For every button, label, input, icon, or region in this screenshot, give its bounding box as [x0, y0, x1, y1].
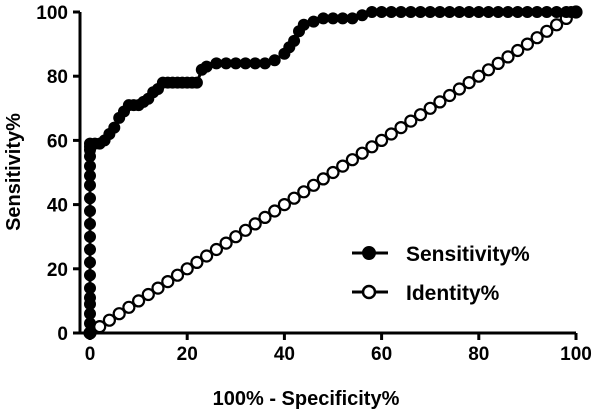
identity-point — [258, 210, 272, 224]
identity-point — [248, 217, 262, 231]
identity-point — [161, 275, 175, 289]
identity-point — [345, 153, 359, 167]
sensitivity-point — [84, 205, 96, 217]
identity-point — [384, 127, 398, 141]
x-tick-label: 40 — [274, 344, 295, 365]
sensitivity-point — [288, 34, 301, 47]
sensitivity-point — [84, 243, 96, 256]
x-axis-ticks: 0 20 40 60 80 100 — [85, 333, 592, 365]
y-tick-label: 60 — [47, 131, 68, 152]
legend-item-sensitivity: Sensitivity% — [352, 243, 530, 266]
x-tick-label: 100 — [560, 344, 592, 365]
identity-point — [530, 31, 544, 45]
identity-point — [404, 114, 418, 128]
sensitivity-point — [84, 256, 96, 269]
sensitivity-point — [190, 76, 203, 89]
legend-sensitivity-label: Sensitivity% — [406, 243, 530, 266]
identity-point — [112, 307, 126, 321]
axes: 0 20 40 60 80 100 0 20 40 60 80 100 — [36, 3, 592, 365]
sensitivity-series — [84, 6, 582, 339]
identity-point — [229, 230, 243, 244]
identity-point — [297, 185, 311, 199]
plot-area — [83, 5, 583, 340]
identity-point — [462, 75, 476, 90]
y-tick-label: 0 — [57, 324, 68, 345]
identity-point — [443, 88, 457, 103]
identity-point — [141, 287, 155, 302]
identity-point — [549, 18, 564, 32]
identity-point — [520, 37, 535, 51]
identity-point — [336, 159, 350, 173]
legend-sensitivity-marker — [362, 246, 376, 260]
y-tick-label: 80 — [47, 67, 68, 88]
identity-point — [209, 242, 223, 257]
identity-point — [238, 223, 253, 237]
sensitivity-point — [84, 192, 96, 205]
x-tick-label: 80 — [468, 344, 489, 365]
identity-point — [365, 140, 379, 154]
identity-point — [481, 63, 496, 77]
y-tick-label: 40 — [47, 196, 68, 217]
identity-point — [472, 69, 486, 83]
y-tick-label: 20 — [47, 260, 68, 281]
x-tick-label: 0 — [85, 344, 96, 365]
identity-point — [540, 24, 554, 38]
legend-identity-label: Identity% — [406, 282, 500, 305]
sensitivity-points — [84, 6, 582, 339]
sensitivity-point — [84, 269, 96, 282]
legend-item-identity: Identity% — [352, 282, 500, 305]
identity-series — [83, 5, 583, 340]
identity-point — [277, 198, 291, 212]
identity-point — [375, 133, 389, 147]
identity-point — [423, 101, 437, 115]
identity-point — [491, 56, 505, 71]
x-tick-label: 60 — [371, 344, 392, 365]
legend-identity-marker — [361, 284, 377, 300]
identity-point — [511, 43, 525, 58]
sensitivity-point — [84, 282, 96, 295]
identity-point — [268, 204, 282, 218]
y-axis-ticks: 0 20 40 60 80 100 — [36, 3, 80, 345]
x-tick-label: 20 — [177, 344, 198, 365]
y-tick-label: 100 — [36, 3, 68, 24]
sensitivity-point — [268, 54, 281, 67]
identity-point — [180, 262, 194, 276]
identity-point — [151, 281, 165, 295]
x-axis-title: 100% - Specificity% — [213, 388, 400, 410]
identity-points — [83, 5, 583, 340]
identity-point — [122, 300, 136, 314]
identity-point — [413, 108, 428, 122]
identity-point — [102, 313, 117, 327]
identity-point — [287, 191, 301, 205]
identity-point — [501, 50, 515, 64]
identity-point — [200, 249, 214, 263]
sensitivity-point — [84, 230, 96, 243]
sensitivity-point — [570, 6, 582, 18]
identity-point — [170, 268, 185, 282]
identity-point — [394, 120, 408, 135]
identity-point — [190, 255, 204, 269]
sensitivity-point — [84, 217, 96, 230]
identity-point — [326, 165, 340, 180]
identity-point — [132, 294, 146, 308]
identity-point — [452, 82, 466, 96]
identity-point — [219, 236, 233, 250]
y-axis-title: Sensitivity% — [3, 113, 25, 231]
identity-point — [355, 146, 369, 160]
identity-point — [433, 95, 447, 109]
identity-point — [316, 172, 330, 186]
legend: Sensitivity% Identity% — [352, 243, 530, 305]
sensitivity-point — [108, 121, 121, 134]
identity-point — [307, 178, 321, 192]
